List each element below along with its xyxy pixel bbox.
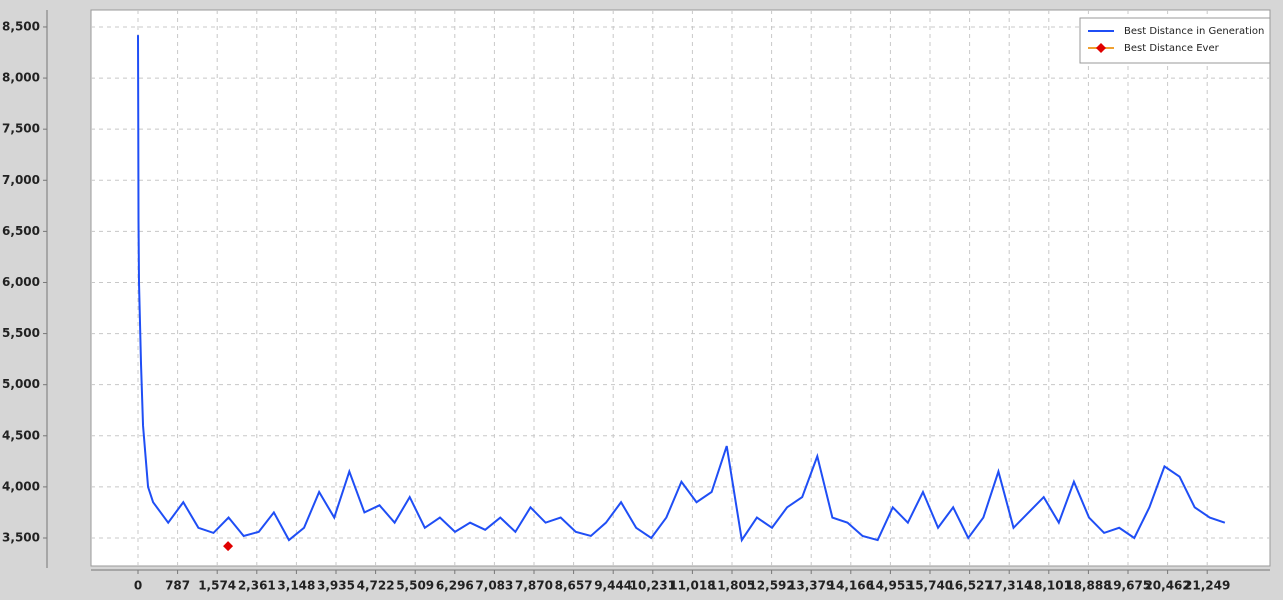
x-tick-label: 19,675 [1105,579,1151,593]
legend-marker [1096,43,1106,53]
x-tick-label: 18,101 [1026,579,1072,593]
x-tick-label: 3,935 [317,579,355,593]
x-tick-label: 21,249 [1184,579,1230,593]
y-tick-label: 4,500 [2,428,40,442]
x-tick-label: 18,888 [1065,579,1111,593]
x-tick-label: 2,361 [238,579,276,593]
x-tick-label: 7,870 [515,579,553,593]
x-tick-label: 8,657 [555,579,593,593]
x-tick-label: 13,379 [788,579,834,593]
best-marker [223,541,234,552]
y-tick-label: 6,000 [2,275,40,289]
x-tick-label: 7,083 [475,579,513,593]
x-tick-label: 787 [165,579,190,593]
x-tick-label: 12,592 [748,579,794,593]
x-tick-label: 0 [134,579,142,593]
x-tick-label: 11,018 [669,579,715,593]
y-tick-label: 5,500 [2,326,40,340]
x-tick-label: 17,314 [986,579,1032,593]
x-tick-label: 15,740 [907,579,953,593]
x-tick-label: 1,574 [198,579,236,593]
x-tick-label: 14,166 [828,579,874,593]
y-tick-label: 8,000 [2,71,40,85]
x-tick-label: 20,462 [1144,579,1190,593]
plot-area [90,9,1271,567]
legend-box [1079,17,1271,64]
x-tick-label: 6,296 [436,579,474,593]
data-line [137,35,1226,543]
x-tick-label: 9,444 [594,579,632,593]
x-tick-label: 5,509 [396,579,434,593]
y-tick-label: 3,500 [2,530,40,544]
x-tick-label: 10,231 [630,579,676,593]
legend-label: Best Distance in Generation [1124,26,1264,37]
y-tick-label: 7,000 [2,173,40,187]
x-tick-label: 3,148 [277,579,315,593]
x-tick-label: 14,953 [867,579,913,593]
x-tick-label: 16,527 [946,579,992,593]
y-tick-label: 6,500 [2,224,40,238]
x-tick-label: 11,805 [709,579,755,593]
y-tick-label: 7,500 [2,122,40,136]
y-tick-label: 8,500 [2,19,40,33]
x-tick-label: 4,722 [357,579,395,593]
legend-label: Best Distance Ever [1124,43,1220,54]
y-tick-label: 5,000 [2,377,40,391]
y-tick-label: 4,000 [2,479,40,493]
